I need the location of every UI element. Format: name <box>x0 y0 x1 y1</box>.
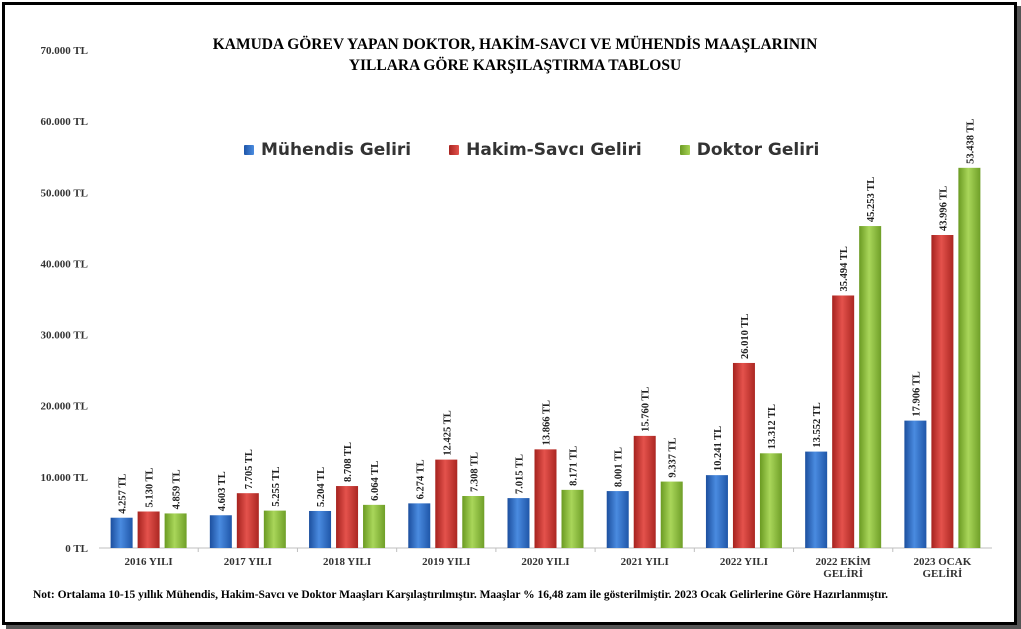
y-tick-label: 70.000 TL <box>41 45 88 57</box>
legend-item-muhendis: Mühendis Geliri <box>244 140 411 160</box>
legend-label-muhendis: Mühendis Geliri <box>261 140 412 160</box>
data-label: 17.906 TL <box>911 371 922 416</box>
data-label: 4.603 TL <box>217 471 228 511</box>
y-tick-label: 10.000 TL <box>41 472 88 484</box>
legend-swatch-hakim-savci <box>449 145 460 155</box>
x-tick-label: 2022 EKİM <box>816 556 872 568</box>
bar <box>363 504 386 548</box>
bar <box>263 510 286 548</box>
data-label: 26.010 TL <box>740 314 751 359</box>
data-label: 8.708 TL <box>343 442 354 482</box>
bar <box>832 295 855 548</box>
data-label: 7.015 TL <box>515 454 526 494</box>
bar <box>904 420 927 548</box>
legend-item-hakim-savci: Hakim-Savcı Geliri <box>449 140 642 160</box>
data-label: 15.760 TL <box>641 387 652 432</box>
bars-layer: 4.257 TL 5.130 TL 4.859 TL 4.603 TL 7.705 TL… <box>110 118 981 549</box>
data-label: 10.241 TL <box>713 426 724 471</box>
x-tick-label: 2021 YILI <box>621 556 669 568</box>
footnote: Not: Ortalama 10-15 yıllık Mühendis, Hak… <box>33 589 889 601</box>
data-label: 13.312 TL <box>767 404 778 449</box>
legend-label-doktor: Doktor Geliri <box>696 140 820 160</box>
data-label: 13.552 TL <box>812 402 823 447</box>
bar <box>859 226 882 548</box>
data-label: 5.204 TL <box>316 467 327 507</box>
x-tick-label: 2023 OCAK <box>914 556 972 568</box>
bar <box>958 167 981 549</box>
data-label: 5.130 TL <box>145 467 156 507</box>
bar <box>759 453 782 548</box>
bar <box>408 503 431 548</box>
data-label: 6.064 TL <box>370 461 381 501</box>
data-label: 35.494 TL <box>839 246 850 291</box>
legend-swatch-muhendis <box>244 145 254 155</box>
data-label: 8.001 TL <box>614 447 625 487</box>
bar <box>805 451 828 548</box>
legend-swatch-doktor <box>679 145 690 155</box>
data-label: 6.274 TL <box>415 459 426 499</box>
bar <box>732 362 755 548</box>
data-label: 45.253 TL <box>866 177 877 222</box>
data-label: 43.996 TL <box>938 186 949 231</box>
bar <box>435 459 458 548</box>
x-tick-label: 2018 YILI <box>323 556 371 568</box>
x-tick-label: 2020 YILI <box>521 556 569 568</box>
x-tick-label: 2022 YILI <box>720 556 768 568</box>
chart-title: KAMUDA GÖREV YAPAN DOKTOR, HAKİM-SAVCI V… <box>120 34 910 76</box>
y-tick-label: 50.000 TL <box>41 187 88 199</box>
legend-label-hakim-savci: Hakim-Savcı Geliri <box>466 140 642 160</box>
bar <box>209 515 232 548</box>
data-label: 5.255 TL <box>271 467 282 507</box>
data-label: 53.438 TL <box>965 118 976 163</box>
data-label: 12.425 TL <box>442 410 453 455</box>
bar <box>705 475 728 548</box>
bar <box>660 481 683 548</box>
bar <box>507 498 530 548</box>
chart-title-line1: KAMUDA GÖREV YAPAN DOKTOR, HAKİM-SAVCI V… <box>212 36 818 53</box>
x-tick-label: 2017 YILI <box>224 556 272 568</box>
y-tick-label: 30.000 TL <box>41 330 88 342</box>
bar <box>110 517 133 548</box>
data-label: 9.337 TL <box>668 437 679 477</box>
legend-item-doktor: Doktor Geliri <box>679 140 820 160</box>
x-tick-label: 2019 YILI <box>422 556 470 568</box>
y-tick-label: 60.000 TL <box>41 116 88 128</box>
y-tick-label: 40.000 TL <box>41 258 88 270</box>
bar <box>309 510 332 548</box>
bar <box>561 489 584 548</box>
data-label: 8.171 TL <box>569 446 580 486</box>
data-label: 7.308 TL <box>469 452 480 492</box>
y-tick-label: 0 TL <box>65 543 88 555</box>
bar <box>462 496 485 548</box>
bar <box>236 493 259 548</box>
y-tick-label: 20.000 TL <box>41 401 88 413</box>
data-label: 4.859 TL <box>172 469 183 509</box>
bar <box>137 511 160 548</box>
data-label: 7.705 TL <box>244 449 255 489</box>
chart-title-line2: YILLARA GÖRE KARŞILAŞTIRMA TABLOSU <box>348 57 682 74</box>
chart-legend: Mühendis Geliri Hakim-Savcı Geliri Dokto… <box>244 140 857 160</box>
bar <box>606 491 629 548</box>
x-tick-label: GELİRİ <box>823 568 863 580</box>
bar <box>336 486 359 548</box>
data-label: 4.257 TL <box>118 474 129 514</box>
data-label: 13.866 TL <box>542 400 553 445</box>
bar <box>931 234 954 549</box>
bar <box>164 513 187 548</box>
y-axis: 0 TL 10.000 TL 20.000 TL 30.000 TL 40.000 TL… <box>41 45 88 555</box>
bar <box>633 435 656 548</box>
x-axis: 2016 YILI 2017 YILI 2018 YILI 2019 YILI 2020… <box>99 547 992 580</box>
x-tick-label: GELİRİ <box>923 568 963 580</box>
bar <box>534 449 557 548</box>
x-tick-label: 2016 YILI <box>125 556 173 568</box>
